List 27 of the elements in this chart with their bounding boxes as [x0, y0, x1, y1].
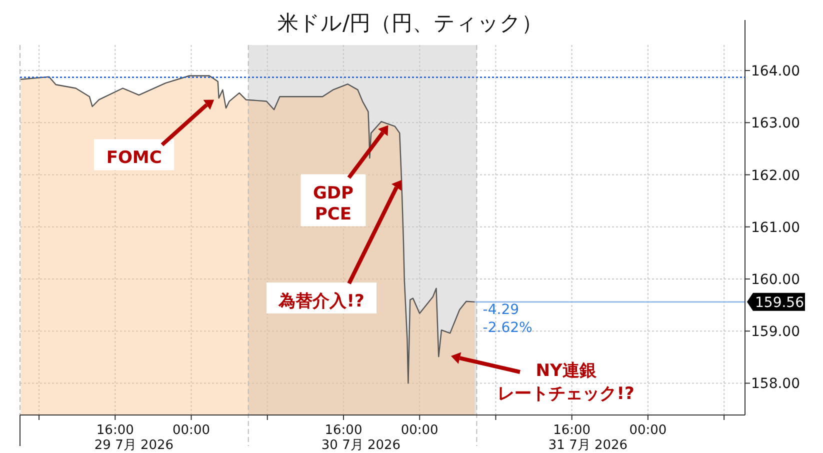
annotation: 為替介入!?	[278, 291, 364, 312]
annotation: -2.62%	[482, 320, 532, 336]
text: 30 7月 2026	[321, 438, 401, 453]
x-tick-label: 16:00	[96, 423, 134, 438]
ref-line-label: 159.56	[755, 294, 804, 311]
y-tick-label: 164.00	[751, 64, 800, 80]
y-tick-label: 161.00	[751, 220, 800, 236]
y-tick-label: 160.00	[751, 272, 800, 288]
annotation: レートチェック!?	[498, 384, 634, 404]
annotation: -4.29	[482, 302, 520, 318]
x-tick-label: 00:00	[629, 423, 667, 438]
annotation: FOMC	[106, 148, 162, 168]
annotation: FOMC	[94, 100, 214, 170]
annotation: GDP PCE	[312, 183, 354, 224]
y-tick-label: 158.00	[751, 376, 800, 392]
x-tick-label: 00:00	[400, 423, 438, 438]
y-tick-label: 159.00	[751, 324, 800, 340]
text: 31 7月 2026	[548, 438, 628, 453]
x-tick-label: 16:00	[553, 423, 591, 438]
text: 29 7月 2026	[94, 438, 174, 453]
annotation: NY連銀	[536, 361, 598, 381]
x-tick-label: 16:00	[324, 423, 362, 438]
x-tick-label: 00:00	[172, 423, 210, 438]
annotation: GDP PCE	[300, 125, 388, 226]
y-tick-label: 162.00	[751, 168, 800, 184]
y-tick-label: 163.00	[751, 116, 800, 132]
chart-title: 米ドル/円（円、ティック）	[277, 11, 543, 35]
